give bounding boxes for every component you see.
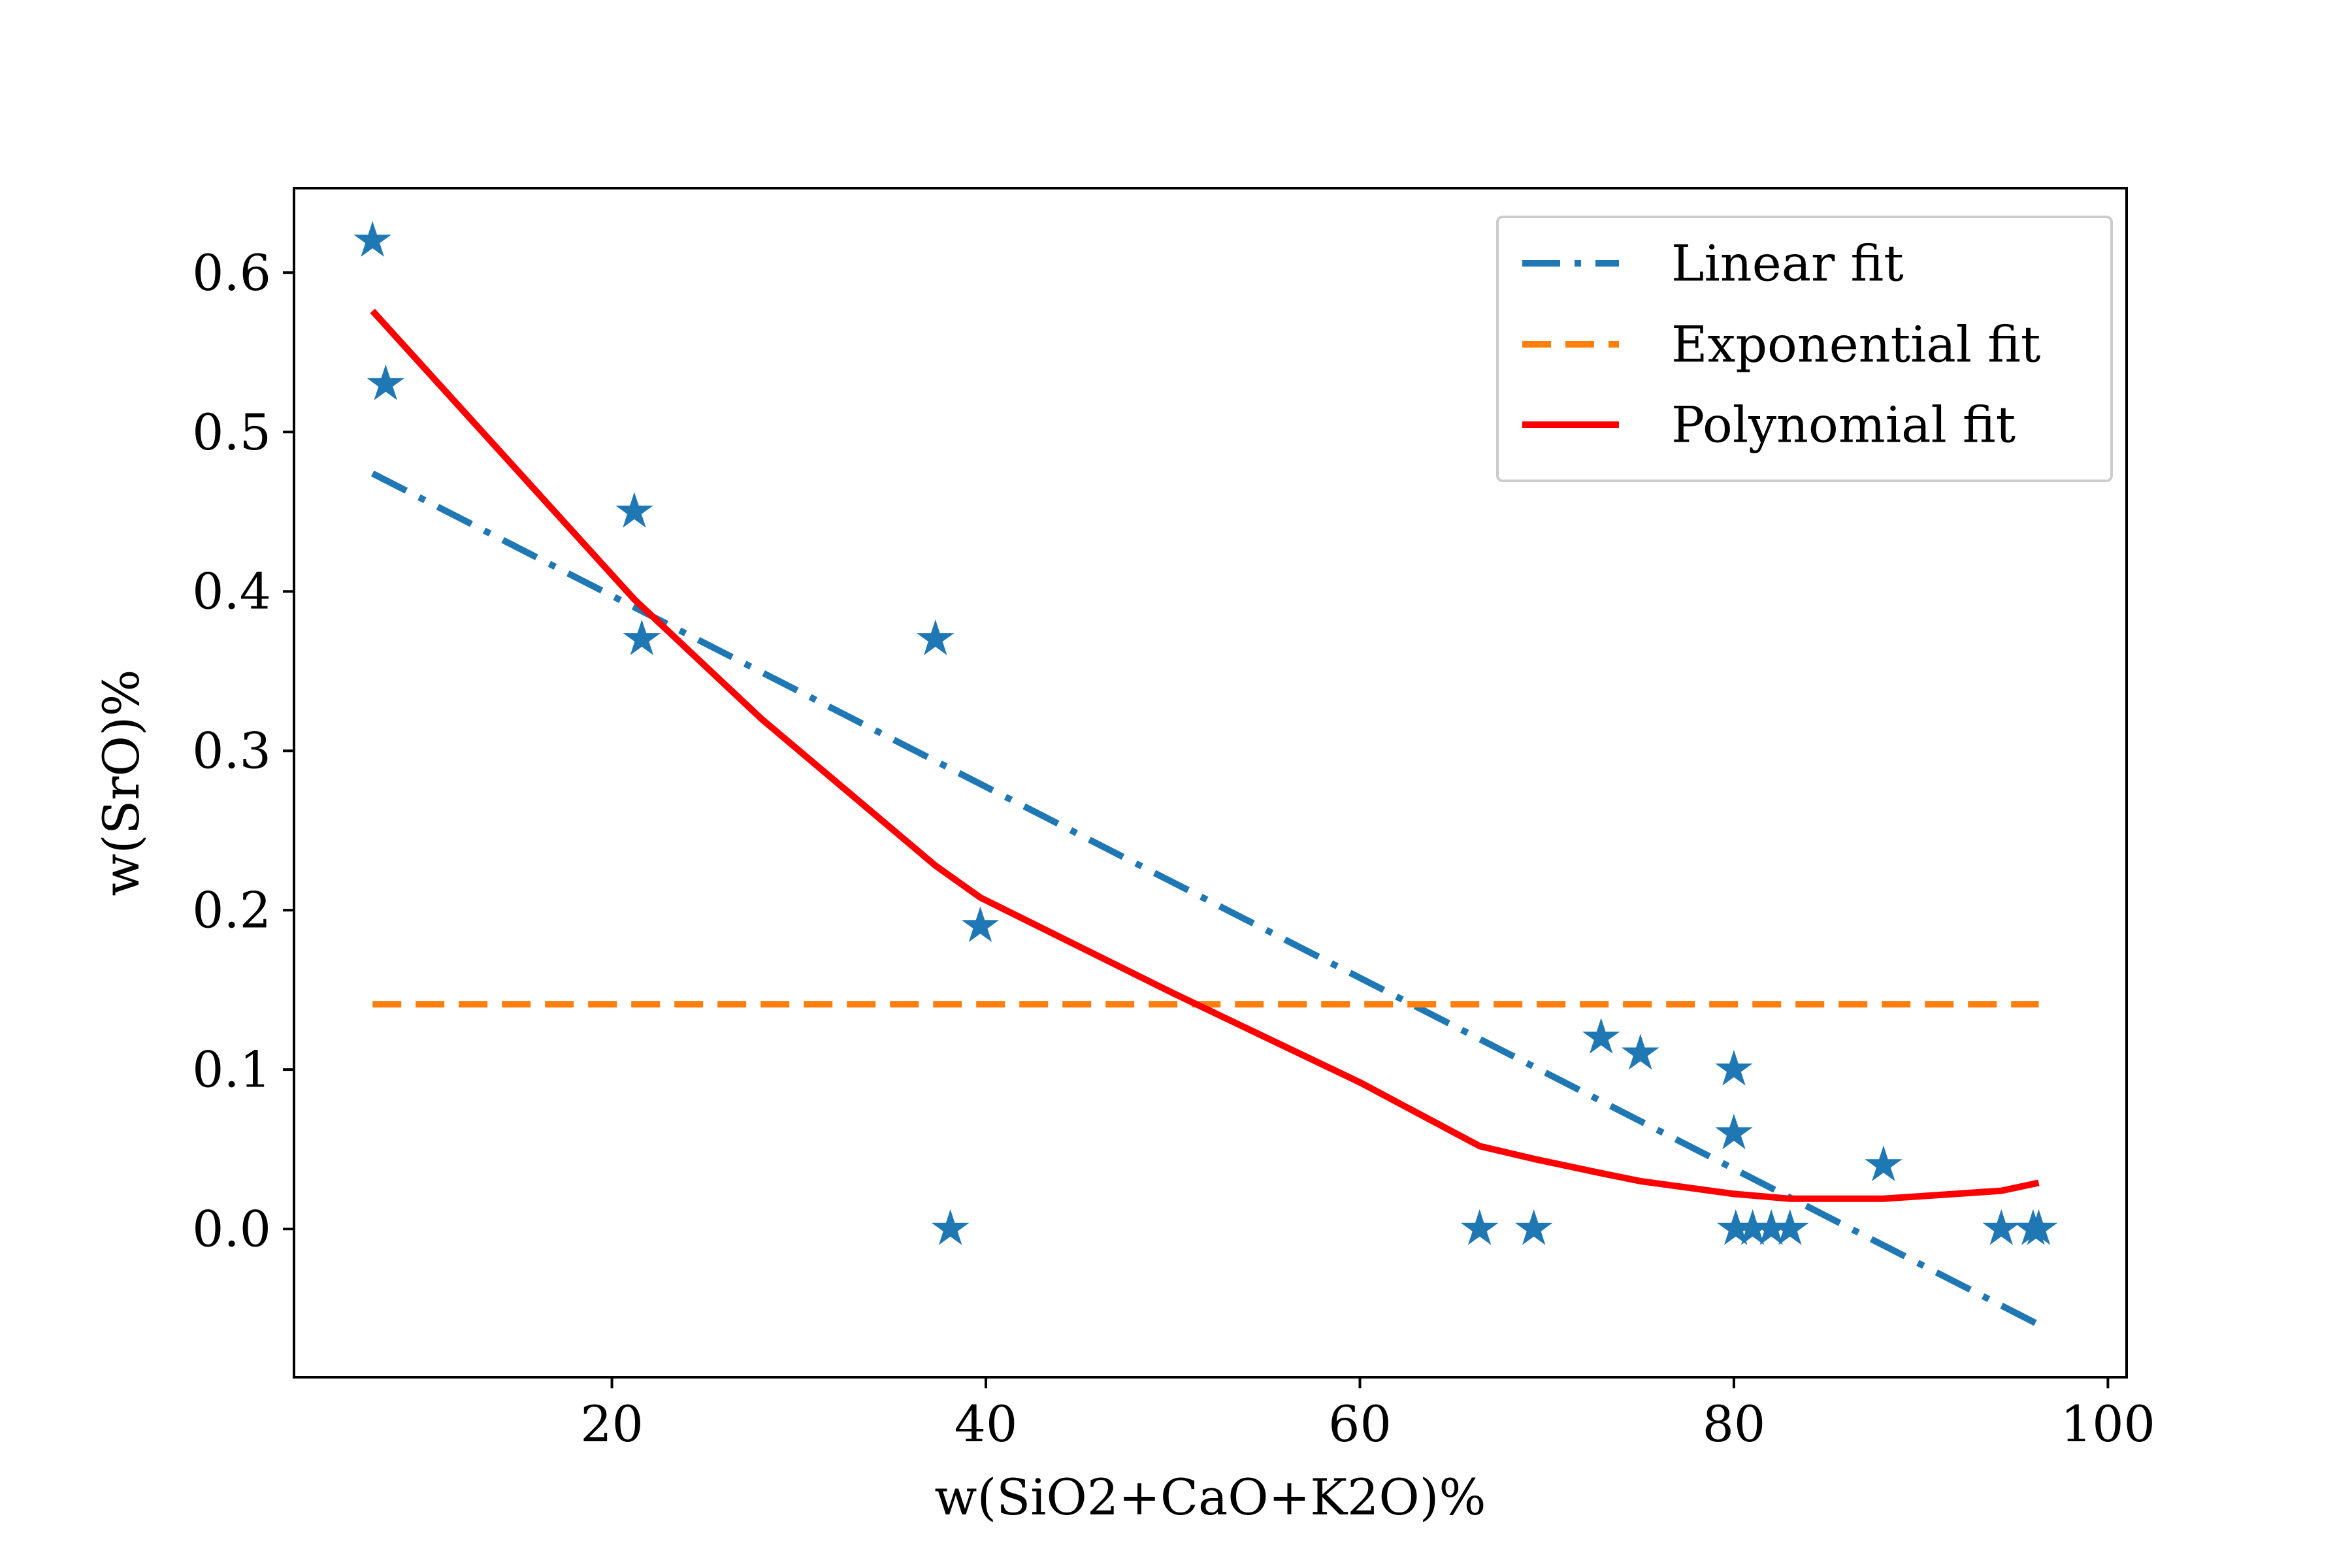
x-axis: 20 40 60 80 100 — [580, 1377, 2155, 1453]
data-point — [1582, 1018, 1620, 1054]
data-point — [917, 619, 955, 655]
plot-frame — [293, 187, 2128, 1379]
legend-label-exponential-fit: Exponential fit — [1671, 316, 2040, 374]
data-point — [1715, 1113, 1753, 1150]
legend-label-polynomial-fit: Polynomial fit — [1671, 396, 2016, 454]
plot-content — [353, 221, 2058, 1328]
data-point — [1514, 1209, 1553, 1245]
data-point — [615, 492, 653, 528]
y-axis-label: w(SrO)% — [92, 669, 150, 896]
x-tick-label: 20 — [580, 1395, 644, 1453]
data-point — [353, 221, 391, 257]
data-point — [2019, 1209, 2058, 1245]
data-point — [1622, 1034, 1659, 1070]
y-tick-label: 0.2 — [192, 881, 271, 939]
data-point — [1460, 1209, 1499, 1245]
data-point — [367, 364, 404, 400]
y-tick-label: 0.3 — [192, 722, 271, 780]
x-tick-label: 60 — [1328, 1395, 1392, 1453]
x-tick-label: 80 — [1703, 1395, 1766, 1453]
legend-label-linear-fit: Linear fit — [1671, 235, 1904, 293]
legend: Linear fit Exponential fit Polynomial fi… — [1496, 216, 2113, 482]
y-tick-label: 0.4 — [192, 563, 271, 621]
data-point — [1715, 1049, 1753, 1086]
x-axis-label: w(SiO2+CaO+K2O)% — [934, 1468, 1486, 1526]
series-polynomial-fit — [370, 308, 2040, 1202]
x-tick-label: 40 — [955, 1395, 1018, 1453]
data-point — [623, 619, 661, 655]
y-tick-label: 0.6 — [192, 244, 271, 302]
y-axis: 0.0 0.1 0.2 0.3 0.4 0.5 0.6 — [192, 244, 294, 1258]
data-point — [1771, 1209, 1809, 1245]
data-point — [931, 1209, 970, 1245]
legend-box — [1496, 216, 2113, 482]
y-tick-label: 0.1 — [192, 1041, 271, 1099]
y-tick-label: 0.0 — [192, 1200, 271, 1258]
y-tick-label: 0.5 — [192, 403, 271, 461]
x-tick-label: 100 — [2061, 1395, 2155, 1453]
data-point — [1865, 1145, 1903, 1182]
data-point — [1982, 1209, 2020, 1245]
data-point — [961, 906, 1000, 943]
